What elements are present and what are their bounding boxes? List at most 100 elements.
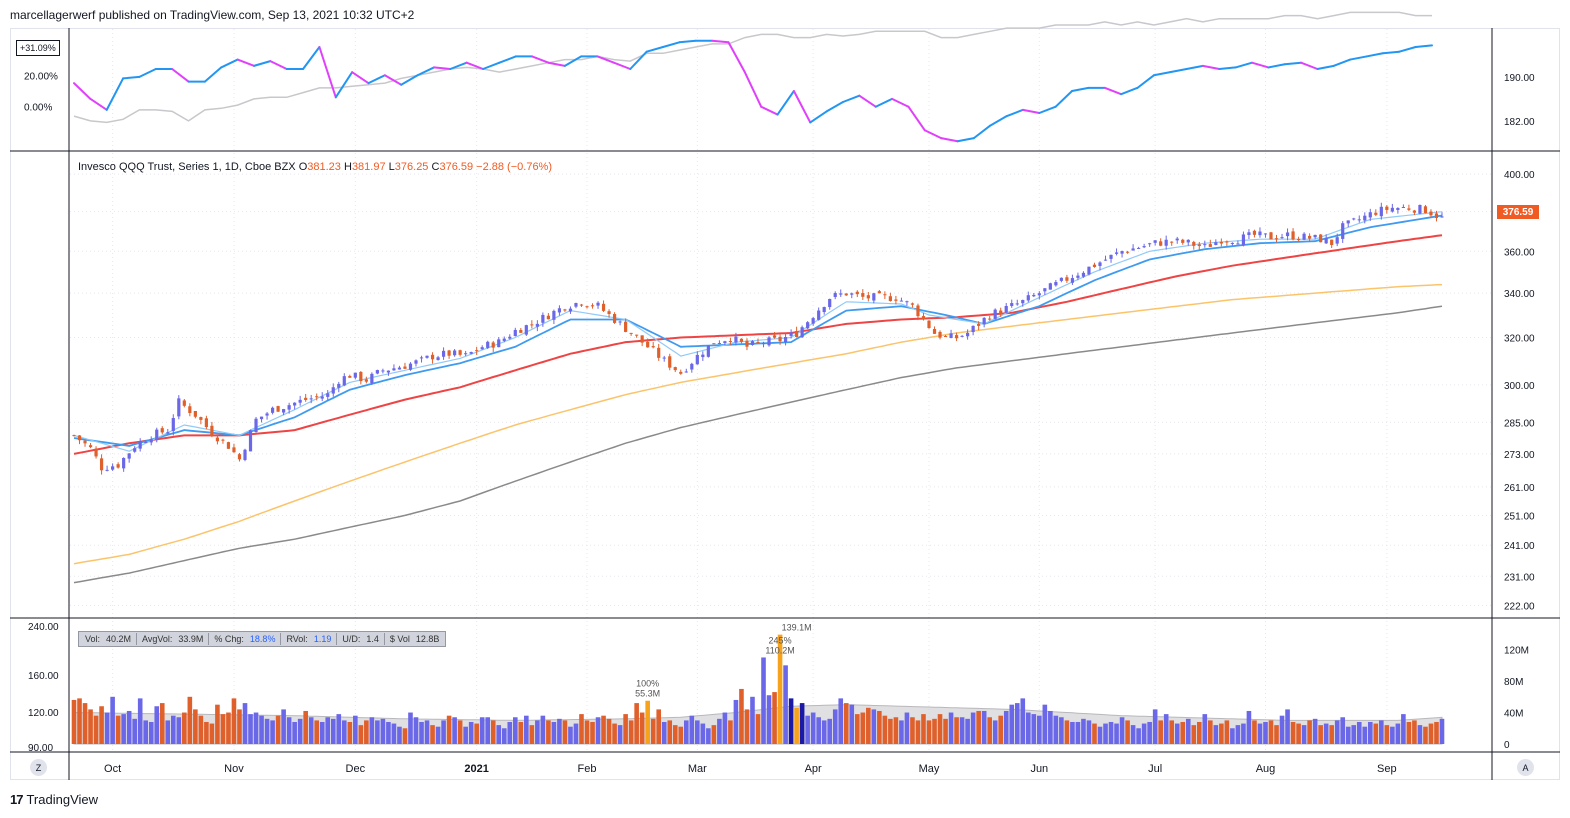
volume-bar: [264, 718, 270, 744]
candle-body: [640, 335, 644, 343]
volume-bar: [645, 700, 650, 744]
volume-bar: [854, 714, 860, 744]
candle-body: [1280, 237, 1284, 239]
relative-strength-pane: [73, 11, 1433, 143]
price-tick-label: 320.00: [1504, 334, 1535, 345]
volume-bar: [226, 712, 231, 744]
rs-line-segment: [809, 110, 828, 124]
volume-bar: [1340, 717, 1346, 744]
candle-body: [1396, 207, 1400, 210]
volume-left-tick: 120.00: [28, 708, 59, 719]
rs-line-segment: [122, 75, 141, 80]
volume-bar: [1279, 715, 1285, 744]
volume-bar: [766, 695, 772, 744]
rs-line-segment: [743, 71, 763, 108]
volume-bar: [1081, 718, 1086, 744]
volume-bar: [832, 709, 838, 744]
candle-body: [265, 413, 269, 416]
volume-bar: [402, 728, 408, 744]
rs-line-segment: [825, 101, 844, 113]
rs-line-segment: [1316, 64, 1335, 70]
volume-bar: [893, 717, 899, 744]
candle-body: [386, 370, 391, 373]
candle-body: [905, 301, 909, 303]
volume-bar: [1020, 698, 1026, 744]
candle-body: [497, 339, 501, 348]
candle-body: [259, 416, 264, 420]
candle-body: [1440, 216, 1444, 218]
candle-body: [541, 314, 545, 323]
volume-bar: [1141, 723, 1147, 744]
volume-bar: [1296, 723, 1301, 744]
volume-bar: [959, 717, 965, 744]
rvol-label: RVol:: [286, 634, 308, 644]
candle-body: [601, 303, 606, 311]
volume-bar: [88, 709, 93, 744]
candle-body: [910, 303, 915, 305]
candle-body: [1230, 242, 1234, 244]
volume-bar: [1185, 718, 1191, 744]
legend-low-label: L: [388, 161, 395, 173]
volume-bar: [1423, 726, 1428, 744]
volume-bar: [827, 718, 833, 744]
candle-body: [441, 350, 446, 357]
candle-body: [111, 466, 115, 470]
candle-body: [1114, 252, 1119, 254]
volume-bar: [358, 725, 364, 744]
time-tick-label: Sep: [1377, 763, 1397, 775]
volume-bar: [1169, 720, 1175, 744]
volume-bar: [750, 696, 755, 744]
candle-body: [248, 430, 253, 452]
volume-bar: [805, 715, 810, 744]
candle-body: [304, 397, 308, 400]
volume-bar: [1213, 725, 1219, 744]
rs-line-segment: [432, 66, 452, 70]
candle-body: [287, 405, 291, 410]
scale-auto-button[interactable]: A: [1517, 759, 1534, 776]
volume-bar: [948, 712, 954, 744]
candle-body: [938, 331, 942, 338]
volume-bar: [468, 721, 474, 744]
volume-bar: [424, 720, 430, 744]
candle-body: [1032, 294, 1036, 297]
volume-bar: [1103, 723, 1108, 744]
volume-bar: [573, 723, 579, 744]
candle-body: [894, 299, 898, 301]
legend-low: 376.25: [394, 161, 429, 173]
avgvol-value: 33.9M: [178, 634, 204, 644]
candle-body: [204, 418, 208, 428]
price-tick-label: 340.00: [1504, 289, 1535, 300]
rs-line-segment: [465, 61, 485, 70]
candle-body: [1324, 238, 1328, 244]
candle-body: [612, 314, 617, 323]
candle-body: [1059, 277, 1063, 281]
candle-body: [624, 321, 628, 332]
rs-line-segment: [972, 124, 992, 140]
rs-line-segment: [858, 94, 877, 108]
candle-body: [1131, 248, 1135, 251]
candle-body: [1087, 266, 1091, 275]
candle-body: [392, 368, 396, 371]
candle-body: [309, 398, 313, 400]
candle-body: [1103, 259, 1108, 261]
candle-body: [1214, 242, 1218, 245]
volume-bar: [932, 718, 937, 744]
volume-bar: [1241, 723, 1246, 744]
volume-bar: [209, 723, 215, 744]
candle-body: [734, 336, 738, 343]
scale-z-button[interactable]: Z: [30, 759, 47, 776]
candle-body: [430, 354, 435, 360]
footer-brand[interactable]: TradingView: [26, 792, 99, 807]
volume-bar: [364, 720, 369, 744]
candle-body: [954, 335, 959, 339]
rs-line-segment: [629, 50, 648, 70]
volume-bar: [733, 699, 739, 744]
volume-bar: [479, 717, 485, 744]
rs-left-tick: 20.00%: [24, 71, 58, 82]
volume-bar: [512, 717, 518, 744]
volume-bar: [755, 714, 761, 744]
volume-bar: [413, 717, 419, 744]
volume-bar: [584, 720, 590, 744]
volume-bar: [838, 698, 844, 744]
